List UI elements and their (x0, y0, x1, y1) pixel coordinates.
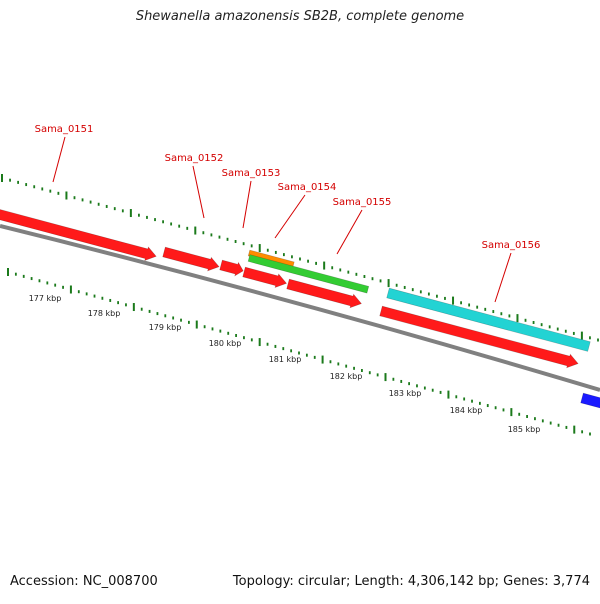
feature-arrow[interactable] (219, 259, 244, 277)
kbp-label: 179 kbp (149, 323, 182, 332)
accession-text: Accession: NC_008700 (10, 574, 158, 589)
feature-arrow[interactable] (379, 305, 579, 369)
kbp-label: 185 kbp (508, 425, 541, 434)
gene-leader-line (336, 209, 363, 255)
kbp-label: 177 kbp (29, 294, 62, 303)
gene-leader-line (242, 180, 252, 229)
gene-label[interactable]: Sama_0153 (222, 168, 281, 179)
gene-label[interactable]: Sama_0154 (278, 182, 337, 193)
kbp-label: 183 kbp (389, 389, 422, 398)
gene-label[interactable]: Sama_0155 (333, 197, 392, 208)
gene-leader-line (494, 252, 512, 303)
feature-arrow[interactable] (286, 278, 362, 309)
gene-leader-line (192, 165, 205, 219)
kbp-label: 182 kbp (330, 372, 363, 381)
feature-arrow-blue[interactable] (580, 392, 600, 410)
feature-arrow[interactable] (162, 246, 220, 272)
genome-title: Shewanella amazonensis SB2B, complete ge… (135, 9, 465, 24)
gene-leader-line (274, 194, 306, 239)
gene-label[interactable]: Sama_0151 (35, 124, 94, 135)
gene-leader-line (52, 136, 66, 183)
feature-bar-green[interactable] (247, 254, 370, 294)
feature-bar-cyan[interactable] (386, 287, 591, 352)
kbp-label: 178 kbp (88, 309, 121, 318)
kbp-label: 180 kbp (209, 339, 242, 348)
gene-label[interactable]: Sama_0152 (165, 153, 224, 164)
genome-backbone (0, 224, 600, 392)
genome-summary-text: Topology: circular; Length: 4,306,142 bp… (232, 574, 590, 589)
feature-arrow[interactable] (242, 266, 288, 289)
kbp-label: 181 kbp (269, 355, 302, 364)
feature-arrow-left[interactable] (0, 207, 157, 261)
gene-label[interactable]: Sama_0156 (482, 240, 541, 251)
kbp-label: 184 kbp (450, 406, 483, 415)
